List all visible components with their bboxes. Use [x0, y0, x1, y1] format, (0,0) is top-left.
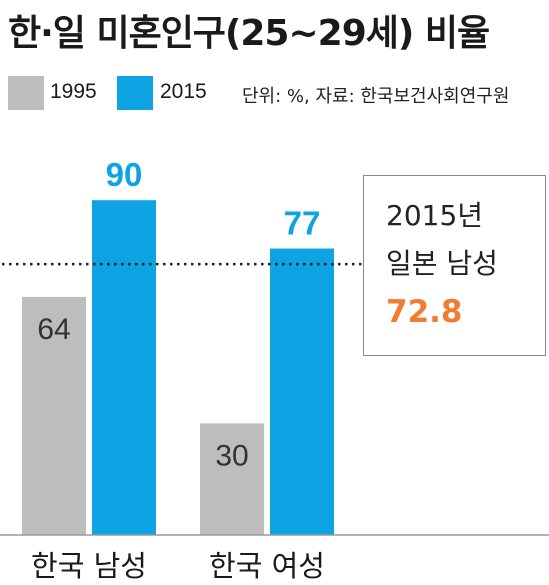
category-label-0: 한국 남성	[31, 549, 147, 583]
chart-title: 한·일 미혼인구(25~29세) 비율	[8, 13, 490, 54]
data-label-1995-0: 64	[37, 313, 70, 346]
category-label-1: 한국 여성	[209, 549, 325, 583]
bar-2015-0	[92, 200, 156, 535]
legend-swatch-2015	[117, 76, 153, 110]
reference-label: 일본 남성	[386, 247, 498, 280]
reference-callout: 2015년 일본 남성 72.8	[363, 175, 546, 356]
reference-year: 2015년	[386, 199, 484, 232]
bar-1995-1	[200, 423, 264, 535]
data-label-2015-0: 90	[106, 156, 143, 193]
data-label-1995-1: 30	[215, 439, 248, 472]
legend-swatch-1995	[8, 76, 44, 110]
legend-label-2015: 2015	[160, 80, 207, 103]
unit-source-note: 단위: %, 자료: 한국보건사회연구원	[242, 86, 510, 107]
reference-value: 72.8	[386, 294, 463, 330]
bar-1995-0	[22, 296, 86, 535]
bar-2015-1	[270, 248, 334, 535]
data-label-2015-1: 77	[284, 205, 321, 242]
legend-label-1995: 1995	[50, 80, 97, 103]
